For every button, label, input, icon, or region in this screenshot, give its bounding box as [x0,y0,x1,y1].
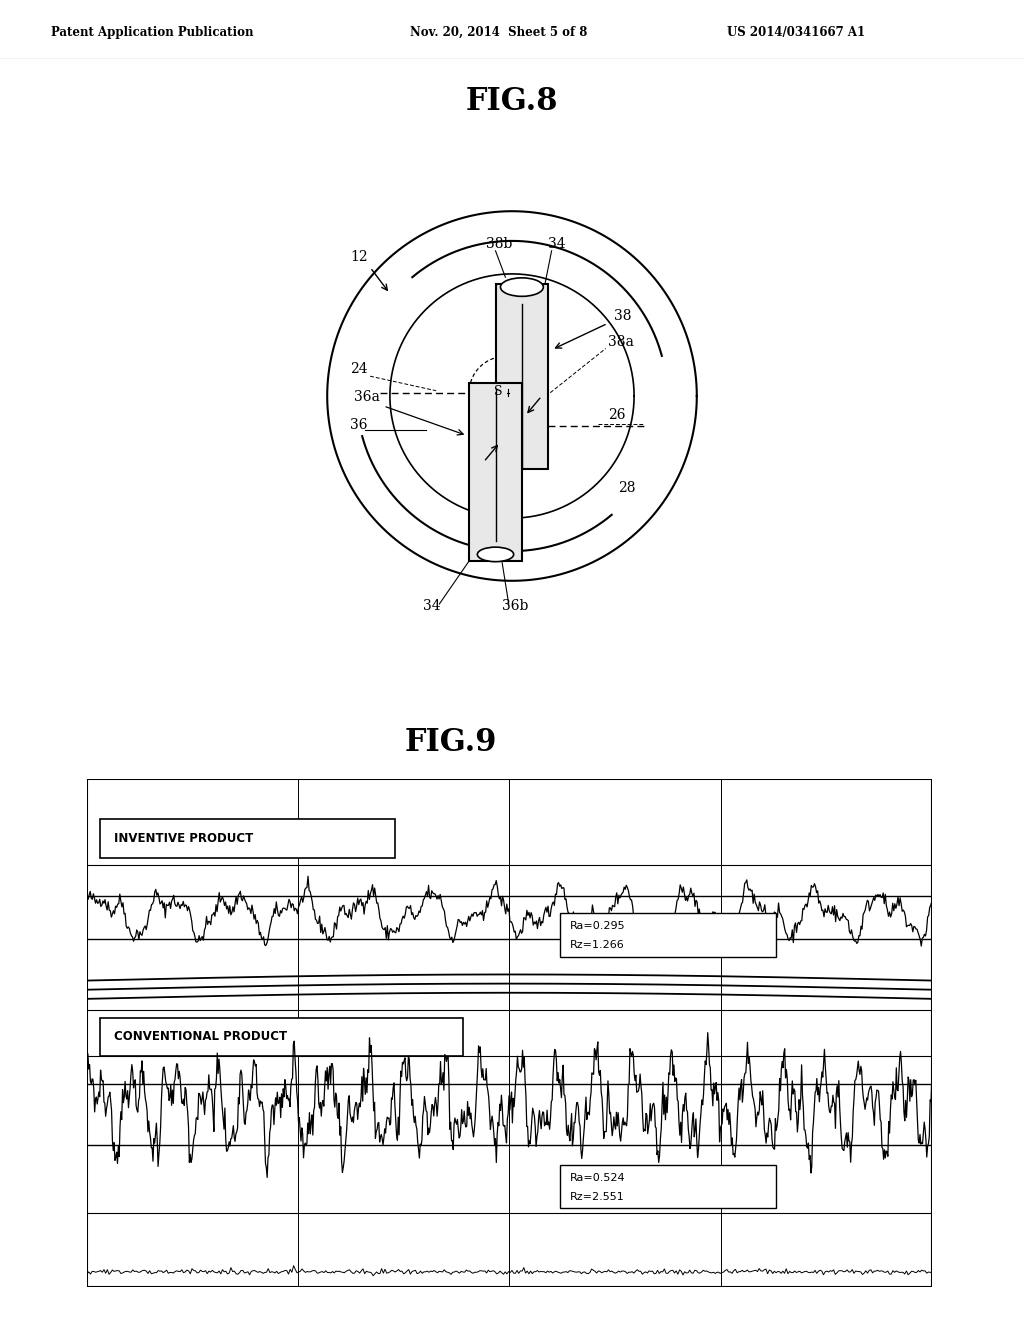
Text: Ra=0.524: Ra=0.524 [570,1172,626,1183]
Polygon shape [469,383,522,561]
Text: FIG.8: FIG.8 [466,86,558,116]
Text: 36: 36 [350,418,368,432]
Ellipse shape [477,546,514,562]
Text: 34: 34 [423,599,440,614]
Text: Rz=2.551: Rz=2.551 [570,1192,625,1203]
FancyBboxPatch shape [560,1166,775,1208]
Text: 38: 38 [614,309,632,323]
Text: 36a: 36a [353,391,380,404]
Text: 36b: 36b [502,599,528,614]
Text: CONVENTIONAL PRODUCT: CONVENTIONAL PRODUCT [114,1031,287,1044]
Text: Nov. 20, 2014  Sheet 5 of 8: Nov. 20, 2014 Sheet 5 of 8 [410,26,587,40]
Text: Rz=1.266: Rz=1.266 [570,940,625,950]
Text: 38a: 38a [607,335,634,350]
Text: Patent Application Publication: Patent Application Publication [51,26,254,40]
FancyBboxPatch shape [560,913,775,957]
FancyBboxPatch shape [99,820,395,858]
Text: 38b: 38b [485,236,512,251]
Text: US 2014/0341667 A1: US 2014/0341667 A1 [727,26,865,40]
Text: FIG.9: FIG.9 [404,727,497,758]
Text: S: S [494,385,502,397]
FancyBboxPatch shape [99,1018,463,1056]
Text: 28: 28 [617,480,635,495]
Text: 34: 34 [548,236,566,251]
Text: 12: 12 [350,249,368,264]
Polygon shape [496,284,548,469]
Text: 24: 24 [350,362,368,376]
Ellipse shape [501,277,544,297]
Text: INVENTIVE PRODUCT: INVENTIVE PRODUCT [114,832,253,845]
Text: 26: 26 [607,408,626,422]
Text: Ra=0.295: Ra=0.295 [570,921,626,931]
